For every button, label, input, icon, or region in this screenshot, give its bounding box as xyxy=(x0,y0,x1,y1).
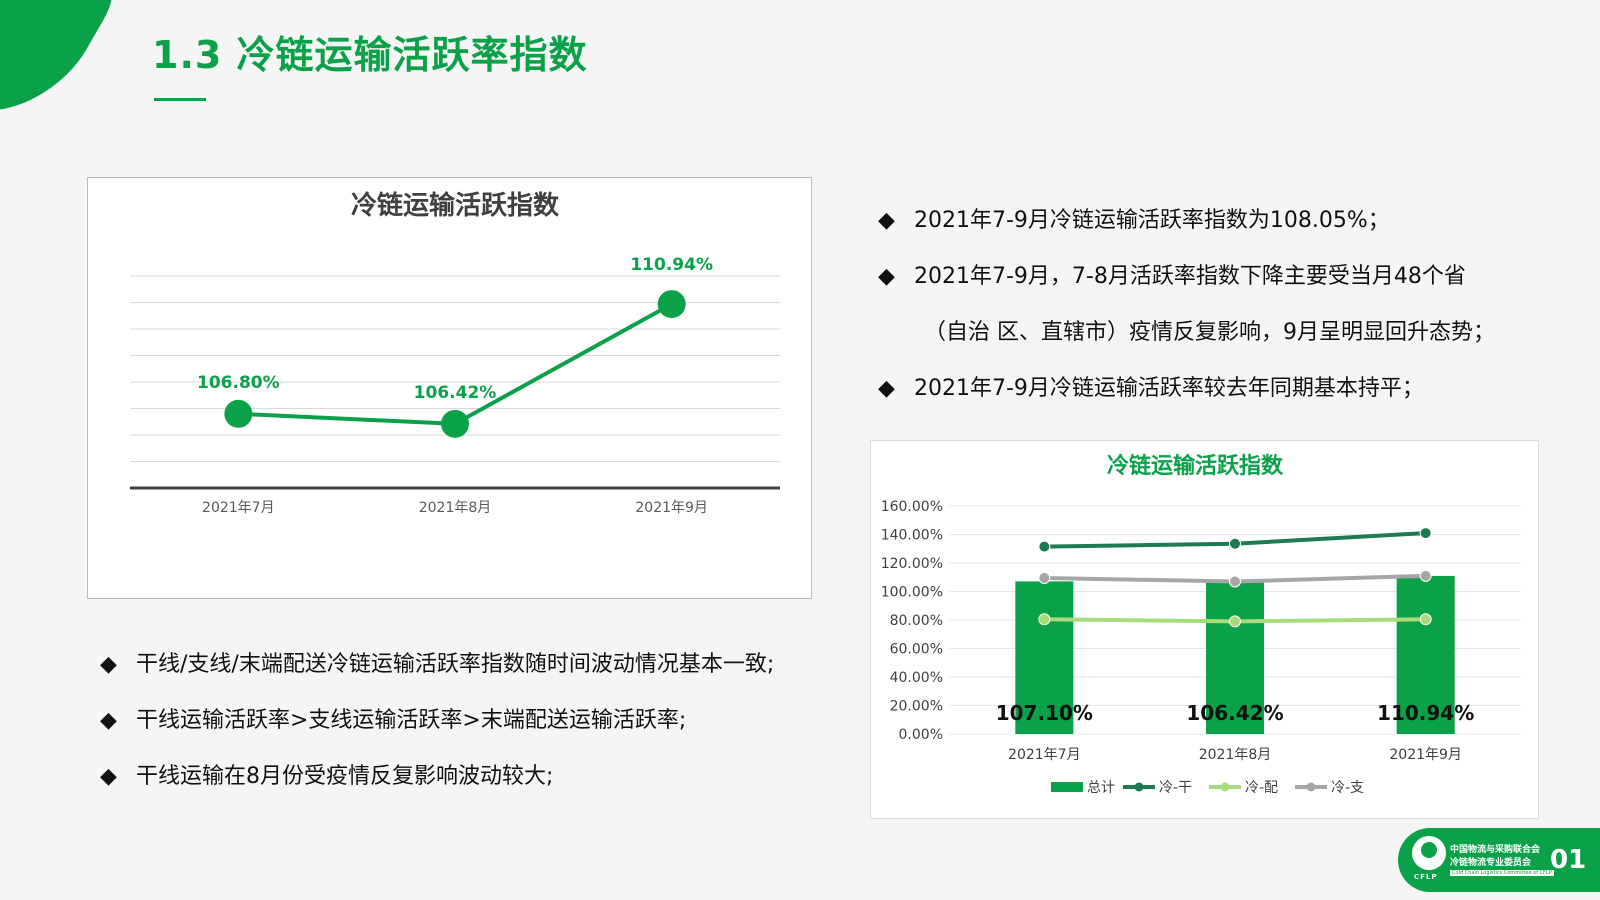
decorative-pill xyxy=(0,0,138,110)
left-bullet-list: ◆ 干线/支线/末端配送冷链运输活跃率指数随时间波动情况基本一致; ◆ 干线运输活跃… xyxy=(100,645,774,813)
bullet-text: 2021年7-9月冷链运输活跃率较去年同期基本持平； xyxy=(914,376,1424,401)
bullet-text: （自治 区、直辖市）疫情反复影响，9月呈明显回升态势； xyxy=(924,320,1495,345)
x-tick-label: 2021年8月 xyxy=(1199,747,1272,763)
data-point xyxy=(1038,571,1051,584)
data-label: 107.10% xyxy=(996,701,1093,725)
x-tick-label: 2021年9月 xyxy=(635,500,708,516)
data-point xyxy=(1229,615,1241,628)
data-label: 106.42% xyxy=(1186,701,1283,725)
data-point xyxy=(657,290,686,319)
bullet-text: 干线/支线/末端配送冷链运输活跃率指数随时间波动情况基本一致; xyxy=(136,652,775,677)
chart-title: 冷链运输活跃指数 xyxy=(1107,453,1284,479)
data-point xyxy=(224,399,253,428)
y-tick-label: 0.00% xyxy=(899,727,943,743)
data-label: 106.42% xyxy=(414,383,497,403)
legend-label: 冷-干 xyxy=(1159,780,1192,796)
legend-marker xyxy=(1306,782,1316,792)
bullet-text: 2021年7-9月冷链运输活跃率指数为108.05%； xyxy=(914,208,1390,233)
y-tick-label: 160.00% xyxy=(881,499,943,515)
bar xyxy=(1206,582,1264,734)
y-tick-label: 80.00% xyxy=(890,613,943,629)
x-tick-label: 2021年7月 xyxy=(1008,747,1081,763)
diamond-icon: ◆ xyxy=(878,264,895,289)
data-point xyxy=(1419,613,1432,626)
data-point xyxy=(1038,613,1051,626)
x-tick-label: 2021年9月 xyxy=(1389,747,1462,763)
bullet-item: ◆ 2021年7-9月冷链运输活跃率较去年同期基本持平； xyxy=(878,368,1495,424)
combo-chart: 冷链运输活跃指数 0.00% 20.00% 40.00% 60.00% 80.00% 100… xyxy=(881,453,1521,796)
bullet-item: ◆ 2021年7-9月冷链运输活跃率指数为108.05%； xyxy=(878,200,1495,256)
data-point xyxy=(1229,575,1241,588)
bullet-item: ◆ 干线/支线/末端配送冷链运输活跃率指数随时间波动情况基本一致; xyxy=(100,645,774,701)
x-tick-label: 2021年7月 xyxy=(202,500,275,516)
diamond-icon: ◆ xyxy=(878,208,895,233)
legend-marker xyxy=(1220,782,1230,792)
legend-label: 冷-配 xyxy=(1245,780,1278,796)
legend-label: 冷-支 xyxy=(1331,780,1364,796)
bar xyxy=(1396,575,1455,734)
bullet-item: ◆ 干线运输在8月份受疫情反复影响波动较大; xyxy=(100,757,774,813)
bullet-text: 干线运输活跃率>支线运输活跃率>末端配送运输活跃率; xyxy=(136,708,687,733)
series-line xyxy=(238,302,673,426)
y-tick-label: 20.00% xyxy=(890,699,943,715)
legend-label: 总计 xyxy=(1087,780,1115,796)
y-tick-label: 100.00% xyxy=(881,585,943,601)
data-point xyxy=(1229,537,1241,550)
combo-chart-panel: 冷链运输活跃指数 0.00% 20.00% 40.00% 60.00% 80.00% 100… xyxy=(870,440,1539,819)
chart-title: 冷链运输活跃指数 xyxy=(351,190,560,221)
data-point xyxy=(441,409,469,438)
bar xyxy=(1015,581,1074,734)
data-label: 106.80% xyxy=(197,373,280,393)
logo-committee-name: 冷链物流专业委员会 xyxy=(1450,858,1532,868)
diamond-icon: ◆ xyxy=(100,708,117,733)
line-chart-panel: 冷链运输活跃指数 106.80% 2021年7月 106.42% 2021年8月 110.… xyxy=(87,177,812,599)
logo-org-name: 中国物流与采购联合会 xyxy=(1450,845,1541,855)
logo-abbr: CFLP xyxy=(1414,873,1438,881)
right-bullet-list: ◆ 2021年7-9月冷链运输活跃率指数为108.05%； ◆ 2021年7-9月，… xyxy=(878,200,1495,424)
page-title: 1.3 冷链运输活跃率指数 xyxy=(152,33,588,77)
data-label: 110.94% xyxy=(1377,701,1474,725)
data-label: 110.94% xyxy=(630,255,713,275)
logo-english-name: Cold Chain Logistics Committee of CFLP xyxy=(1450,870,1554,876)
y-tick-label: 140.00% xyxy=(881,528,943,544)
data-point xyxy=(1038,540,1051,553)
title-underline xyxy=(154,98,206,101)
legend-marker xyxy=(1134,782,1144,792)
bullet-text: 干线运输在8月份受疫情反复影响波动较大; xyxy=(136,764,554,789)
diamond-icon: ◆ xyxy=(100,652,117,677)
y-tick-label: 120.00% xyxy=(881,556,943,572)
x-tick-label: 2021年8月 xyxy=(419,500,492,516)
legend-swatch xyxy=(1051,782,1083,792)
y-tick-label: 40.00% xyxy=(890,670,943,686)
data-point xyxy=(1419,527,1432,540)
diamond-icon: ◆ xyxy=(100,764,117,789)
data-point xyxy=(1419,569,1432,582)
globe-icon xyxy=(1412,836,1446,870)
cflp-logo-badge: 中国物流与采购联合会 冷链物流专业委员会 CFLP Cold Chain Log… xyxy=(1398,828,1600,892)
diamond-icon: ◆ xyxy=(878,376,895,401)
page-number: 01 xyxy=(1550,845,1587,875)
line-chart: 冷链运输活跃指数 106.80% 2021年7月 106.42% 2021年8月 110.… xyxy=(130,190,780,516)
bullet-item-continued: （自治 区、直辖市）疫情反复影响，9月呈明显回升态势； xyxy=(878,312,1495,368)
y-tick-label: 60.00% xyxy=(890,642,943,658)
bullet-item: ◆ 2021年7-9月，7-8月活跃率指数下降主要受当月48个省 xyxy=(878,256,1495,312)
bullet-text: 2021年7-9月，7-8月活跃率指数下降主要受当月48个省 xyxy=(914,264,1466,289)
bullet-item: ◆ 干线运输活跃率>支线运输活跃率>末端配送运输活跃率; xyxy=(100,701,774,757)
